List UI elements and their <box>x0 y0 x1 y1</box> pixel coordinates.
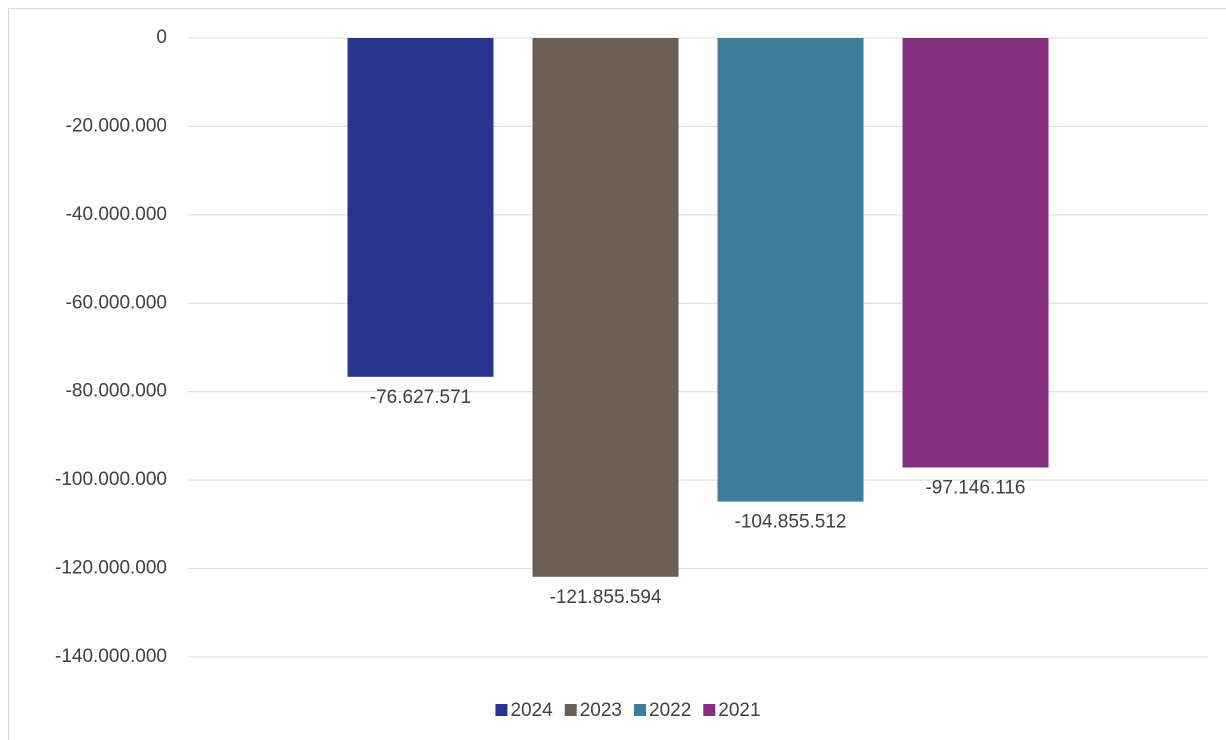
bar <box>902 38 1049 468</box>
data-label: -76.627.571 <box>370 387 471 408</box>
y-tick-label: -120.000.000 <box>55 558 167 579</box>
y-tick-label: -140.000.000 <box>55 646 167 667</box>
data-label: -121.855.594 <box>550 587 662 608</box>
data-label: -97.146.116 <box>925 478 1025 499</box>
bar <box>532 38 679 577</box>
legend-swatch <box>564 704 577 716</box>
chart-frame <box>8 8 1226 740</box>
legend-label: 2024 <box>510 700 553 721</box>
y-tick-label: -100.000.000 <box>55 469 167 490</box>
data-label: -104.855.512 <box>735 512 847 533</box>
bar <box>347 38 494 377</box>
legend-label: 2021 <box>718 700 760 721</box>
legend-swatch <box>703 704 716 716</box>
legend-swatch <box>495 704 508 716</box>
y-tick-label: -60.000.000 <box>66 292 167 313</box>
legend-label: 2023 <box>580 700 622 721</box>
y-tick-label: -20.000.000 <box>66 115 167 136</box>
y-tick-label: -40.000.000 <box>66 204 167 225</box>
y-tick-label: -80.000.000 <box>66 381 167 402</box>
y-tick-label: 0 <box>156 27 167 48</box>
bar <box>717 38 864 502</box>
legend-swatch <box>634 704 646 716</box>
legend-label: 2022 <box>649 700 691 721</box>
